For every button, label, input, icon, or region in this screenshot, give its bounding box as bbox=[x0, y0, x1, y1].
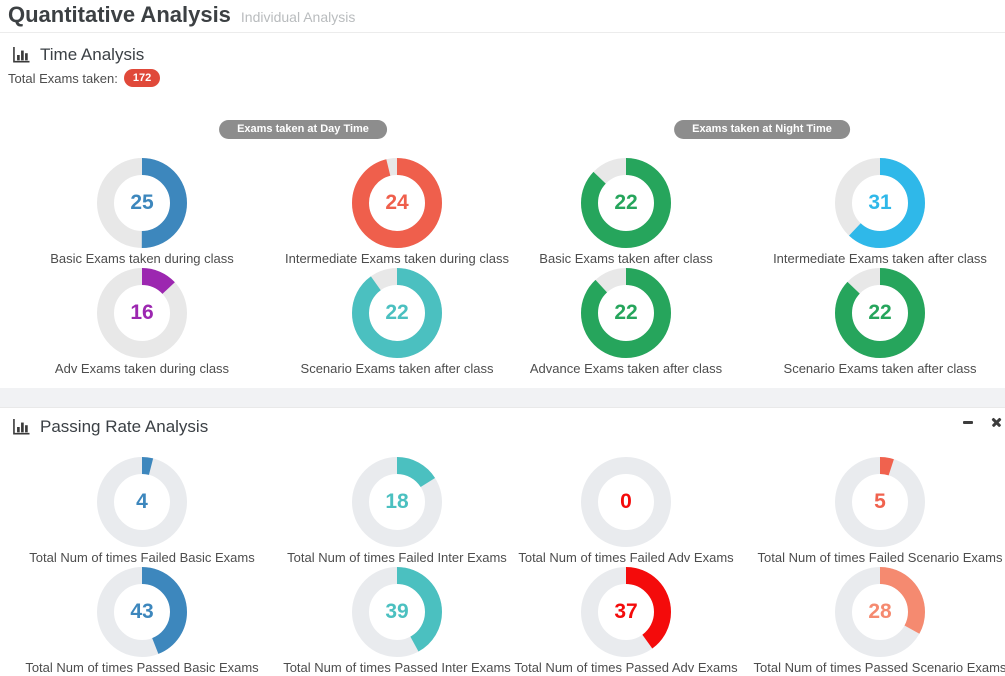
donut-label: Scenario Exams taken after class bbox=[300, 361, 494, 376]
donut-label: Scenario Exams taken after class bbox=[783, 361, 977, 376]
donut-value: 37 bbox=[614, 600, 638, 623]
donut-value: 4 bbox=[136, 490, 148, 513]
donut-value: 25 bbox=[130, 191, 154, 214]
time-analysis-panel: Time Analysis Total Exams taken: 172 Exa… bbox=[0, 32, 1005, 389]
donut-value: 39 bbox=[385, 600, 409, 623]
donut-chart: 22 Scenario Exams taken after class bbox=[740, 268, 1005, 376]
bar-chart-icon bbox=[12, 47, 31, 63]
donut-value: 22 bbox=[868, 301, 892, 324]
donut-ring: 28 bbox=[835, 567, 925, 657]
donut-value: 24 bbox=[385, 191, 409, 214]
donut-chart: 5 Total Num of times Failed Scenario Exam… bbox=[740, 457, 1005, 565]
donut-chart: 0 Total Num of times Failed Adv Exams bbox=[486, 457, 766, 565]
donut-value: 22 bbox=[385, 301, 409, 324]
donut-chart: 22 Scenario Exams taken after class bbox=[257, 268, 537, 376]
page-subtitle: Individual Analysis bbox=[240, 9, 356, 25]
donut-ring: 25 bbox=[97, 158, 187, 248]
donut-value: 5 bbox=[874, 490, 886, 513]
donut-value: 16 bbox=[130, 301, 154, 324]
donut-ring: 43 bbox=[97, 567, 187, 657]
donut-chart: 28 Total Num of times Passed Scenario Exa… bbox=[740, 567, 1005, 675]
donut-chart: 37 Total Num of times Passed Adv Exams bbox=[486, 567, 766, 675]
donut-value: 22 bbox=[614, 301, 638, 324]
donut-chart: 22 Basic Exams taken after class bbox=[486, 158, 766, 266]
donut-ring: 22 bbox=[581, 158, 671, 248]
passing-rate-header: Passing Rate Analysis bbox=[12, 417, 208, 437]
bar-chart-icon bbox=[12, 419, 31, 435]
donut-label: Total Num of times Passed Basic Exams bbox=[25, 660, 259, 675]
page-title: Quantitative Analysis bbox=[8, 2, 231, 27]
donut-ring: 22 bbox=[581, 268, 671, 358]
day-time-group-label: Exams taken at Day Time bbox=[219, 120, 387, 139]
donut-label: Total Num of times Passed Inter Exams bbox=[283, 660, 511, 675]
minimize-icon[interactable] bbox=[963, 417, 974, 428]
donut-label: Total Num of times Passed Adv Exams bbox=[514, 660, 738, 675]
donut-chart: 18 Total Num of times Failed Inter Exams bbox=[257, 457, 537, 565]
donut-value: 18 bbox=[385, 490, 409, 513]
donut-label: Advance Exams taken after class bbox=[529, 361, 723, 376]
time-analysis-header: Time Analysis bbox=[12, 45, 144, 65]
total-exams-label: Total Exams taken: bbox=[8, 70, 118, 86]
donut-chart: 22 Advance Exams taken after class bbox=[486, 268, 766, 376]
donut-label: Basic Exams taken during class bbox=[50, 251, 234, 266]
night-time-group-label: Exams taken at Night Time bbox=[674, 120, 850, 139]
donut-label: Intermediate Exams taken after class bbox=[773, 251, 987, 266]
donut-label: Adv Exams taken during class bbox=[54, 361, 230, 376]
donut-ring: 18 bbox=[352, 457, 442, 547]
donut-chart: 16 Adv Exams taken during class bbox=[2, 268, 282, 376]
time-charts-grid: 25 Basic Exams taken during class 24 Interm… bbox=[0, 33, 1005, 388]
donut-ring: 5 bbox=[835, 457, 925, 547]
donut-ring: 24 bbox=[352, 158, 442, 248]
donut-value: 28 bbox=[868, 600, 892, 623]
donut-chart: 25 Basic Exams taken during class bbox=[2, 158, 282, 266]
donut-label: Total Num of times Failed Inter Exams bbox=[287, 550, 507, 565]
passing-charts-grid: 4 Total Num of times Failed Basic Exams 18… bbox=[0, 407, 1005, 676]
donut-value: 0 bbox=[620, 490, 632, 513]
donut-ring: 22 bbox=[835, 268, 925, 358]
donut-ring: 0 bbox=[581, 457, 671, 547]
donut-ring: 22 bbox=[352, 268, 442, 358]
donut-ring: 16 bbox=[97, 268, 187, 358]
panel-window-controls bbox=[963, 417, 1002, 428]
donut-label: Total Num of times Failed Adv Exams bbox=[518, 550, 734, 565]
donut-chart: 24 Intermediate Exams taken during class bbox=[257, 158, 537, 266]
donut-chart: 39 Total Num of times Passed Inter Exams bbox=[257, 567, 537, 675]
section-divider bbox=[0, 388, 1005, 408]
donut-label: Total Num of times Failed Scenario Exams bbox=[757, 550, 1003, 565]
donut-label: Basic Exams taken after class bbox=[539, 251, 713, 266]
section-title-time: Time Analysis bbox=[40, 45, 145, 64]
donut-chart: 4 Total Num of times Failed Basic Exams bbox=[2, 457, 282, 565]
donut-value: 22 bbox=[614, 191, 638, 214]
total-exams-badge: 172 bbox=[123, 69, 161, 87]
donut-ring: 37 bbox=[581, 567, 671, 657]
donut-chart: 31 Intermediate Exams taken after class bbox=[740, 158, 1005, 266]
donut-ring: 31 bbox=[835, 158, 925, 248]
donut-ring: 39 bbox=[352, 567, 442, 657]
total-exams-row: Total Exams taken: 172 bbox=[8, 69, 161, 87]
donut-value: 43 bbox=[130, 600, 154, 623]
section-title-passing: Passing Rate Analysis bbox=[40, 417, 209, 436]
passing-rate-panel: Passing Rate Analysis 4 Total Num of time… bbox=[0, 407, 1005, 676]
donut-chart: 43 Total Num of times Passed Basic Exams bbox=[2, 567, 282, 675]
page-header: Quantitative Analysis Individual Analysi… bbox=[8, 0, 355, 31]
donut-ring: 4 bbox=[97, 457, 187, 547]
donut-label: Total Num of times Passed Scenario Exams bbox=[753, 660, 1005, 675]
donut-value: 31 bbox=[868, 191, 892, 214]
donut-label: Total Num of times Failed Basic Exams bbox=[29, 550, 255, 565]
donut-label: Intermediate Exams taken during class bbox=[285, 251, 509, 266]
